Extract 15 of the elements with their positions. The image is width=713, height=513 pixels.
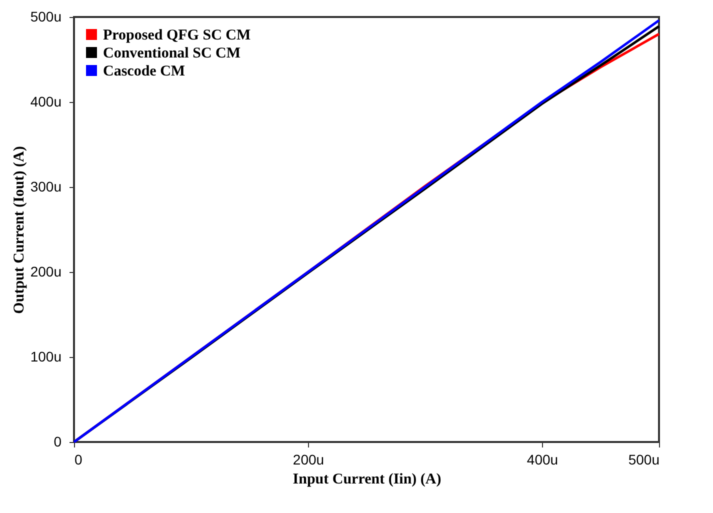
y-tick-label: 100u bbox=[30, 348, 62, 364]
x-axis-title: Input Current (Iin) (A) bbox=[292, 472, 442, 488]
y-tick-label: 500u bbox=[30, 8, 62, 24]
y-axis-title: Output Current (Iout) (A) bbox=[11, 146, 28, 314]
x-tick-label: 200u bbox=[292, 452, 324, 468]
y-tick-label: 400u bbox=[30, 94, 62, 110]
legend-label: Proposed QFG SC CM bbox=[103, 28, 251, 44]
x-tick-label: 500u bbox=[628, 452, 660, 468]
x-tick-label: 400u bbox=[526, 452, 558, 468]
y-tick-label: 0 bbox=[54, 434, 62, 450]
legend-label: Cascode CM bbox=[103, 64, 186, 80]
y-tick-label: 300u bbox=[30, 178, 62, 194]
y-tick-label: 200u bbox=[30, 264, 62, 280]
x-tick-label: 0 bbox=[74, 452, 82, 468]
legend-label: Conventional SC CM bbox=[103, 46, 241, 62]
